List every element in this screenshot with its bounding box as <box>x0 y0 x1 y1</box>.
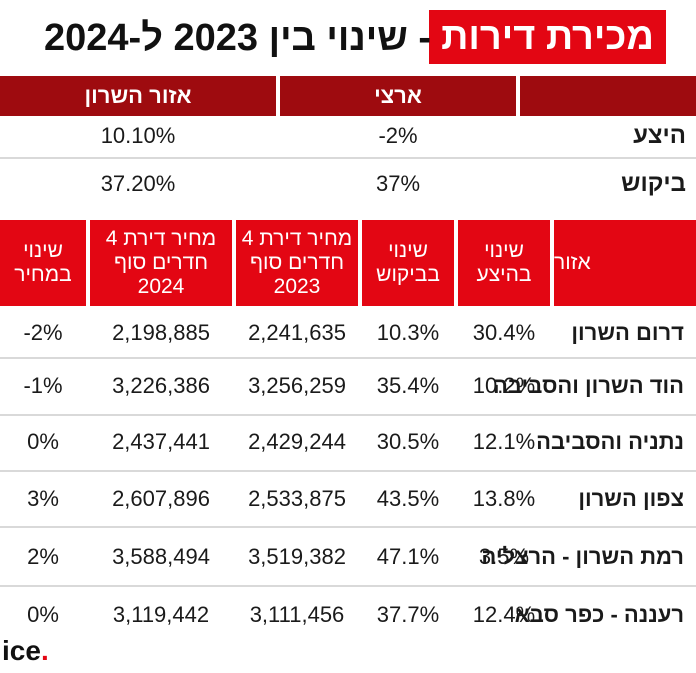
table-row: נתניה והסביבה 12.1% 30.5% 2,429,244 2,43… <box>0 416 696 468</box>
page-title: מכירת דירות - שינוי בין 2023 ל-2024 <box>0 10 696 64</box>
price-2024: 3,588,494 <box>112 544 210 569</box>
th-region: אזור <box>554 220 696 306</box>
summary-sharon-supply: 10.10% <box>100 123 176 148</box>
table-row: הוד השרון והסביבה 10.2% 35.4% 3,256,259 … <box>0 360 696 412</box>
supply-change: 30.4% <box>472 320 536 345</box>
th-price-2024: מחיר דירת 4 חדרים סוף 2024 <box>90 220 232 306</box>
divider <box>0 526 696 528</box>
region-name: צפון השרון <box>578 486 684 511</box>
divider <box>0 585 696 587</box>
price-2023: 2,241,635 <box>248 320 346 345</box>
demand-change: 43.5% <box>376 486 440 511</box>
th-supply-change: שינוי בהיצע <box>458 220 550 306</box>
summary-label-supply: היצע <box>633 122 686 149</box>
supply-change: 10.2% <box>472 373 536 398</box>
price-2023: 3,111,456 <box>249 602 345 627</box>
price-change: 0% <box>27 602 59 627</box>
demand-change: 10.3% <box>376 320 440 345</box>
price-change: -2% <box>23 320 63 345</box>
summary-national-demand: 37% <box>375 171 421 196</box>
demand-change: 30.5% <box>376 429 440 454</box>
title-rest: - שינוי בין 2023 ל-2024 <box>44 17 432 59</box>
price-2024: 2,198,885 <box>112 320 210 345</box>
divider <box>0 157 696 159</box>
summary-sharon-demand: 37.20% <box>100 171 176 196</box>
summary-national-supply: -2% <box>378 123 418 148</box>
title-highlight: מכירת דירות <box>429 10 666 64</box>
price-change: -1% <box>23 373 63 398</box>
price-2023: 2,533,875 <box>248 486 346 511</box>
table-row: רעננה - כפר סבא 12.4% 37.7% 3,111,456 3,… <box>0 588 696 642</box>
table-row: דרום השרון 30.4% 10.3% 2,241,635 2,198,8… <box>0 310 696 356</box>
summary-header-sharon: אזור השרון <box>0 76 276 116</box>
price-change: 3% <box>27 486 59 511</box>
price-2023: 3,256,259 <box>248 373 346 398</box>
region-name: רעננה - כפר סבא <box>514 602 684 627</box>
summary-label-demand: ביקוש <box>621 170 686 197</box>
summary-header-blank <box>520 76 696 116</box>
region-name: נתניה והסביבה <box>536 429 684 454</box>
price-2024: 2,607,896 <box>112 486 210 511</box>
demand-change: 47.1% <box>376 544 440 569</box>
divider <box>0 357 696 359</box>
th-price-2023: מחיר דירת 4 חדרים סוף 2023 <box>236 220 358 306</box>
table-row: רמת השרון - הרצליה 3.5% 47.1% 3,519,382 … <box>0 530 696 584</box>
price-2024: 3,119,442 <box>112 602 210 627</box>
demand-change: 35.4% <box>376 373 440 398</box>
divider <box>0 470 696 472</box>
price-change: 2% <box>27 544 59 569</box>
supply-change: 13.8% <box>472 486 536 511</box>
price-2023: 2,429,244 <box>248 429 346 454</box>
ice-logo: ice. <box>2 636 49 666</box>
table-row: צפון השרון 13.8% 43.5% 2,533,875 2,607,8… <box>0 474 696 524</box>
summary-header-national: ארצי <box>280 76 516 116</box>
divider <box>0 414 696 416</box>
logo-text: ice <box>2 635 41 666</box>
supply-change: 12.1% <box>472 429 536 454</box>
logo-dot: . <box>40 635 49 666</box>
region-name: רמת השרון - הרצליה <box>481 544 684 569</box>
price-change: 0% <box>27 429 59 454</box>
region-name: הוד השרון והסביבה <box>493 373 684 398</box>
price-2023: 3,519,382 <box>248 544 346 569</box>
price-2024: 2,437,441 <box>112 429 210 454</box>
supply-change: 3.5% <box>478 544 530 569</box>
demand-change: 37.7% <box>376 602 440 627</box>
price-2024: 3,226,386 <box>112 373 210 398</box>
region-name: דרום השרון <box>571 320 684 345</box>
supply-change: 12.4% <box>472 602 536 627</box>
th-price-change: שינוי במחיר <box>0 220 86 306</box>
th-demand-change: שינוי בביקוש <box>362 220 454 306</box>
